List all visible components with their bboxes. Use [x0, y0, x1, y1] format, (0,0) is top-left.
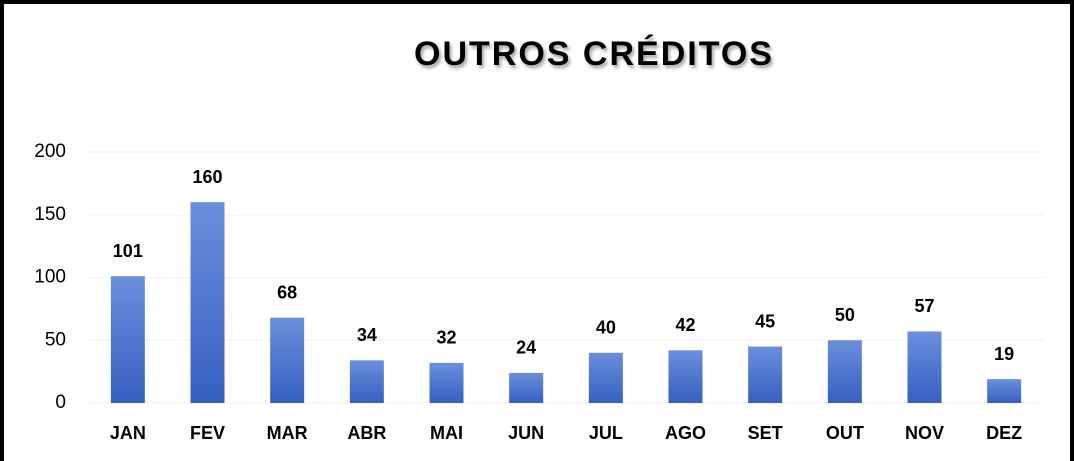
- x-tick-label: FEV: [190, 423, 225, 443]
- data-label: 32: [436, 328, 456, 348]
- x-tick-label: JUL: [589, 423, 623, 443]
- chart-title: OUTROS CRÉDITOS: [414, 35, 774, 73]
- y-tick-label: 100: [34, 267, 66, 288]
- bar: [588, 352, 623, 403]
- data-label: 19: [994, 344, 1014, 364]
- bar: [509, 372, 544, 403]
- data-label: 40: [596, 318, 616, 338]
- bar: [349, 360, 384, 403]
- x-tick-label: DEZ: [986, 423, 1022, 443]
- x-tick-label: JAN: [110, 423, 146, 443]
- data-label: 34: [357, 325, 377, 345]
- y-tick-label: 200: [34, 141, 66, 162]
- bar: [190, 202, 225, 403]
- x-tick-label: SET: [748, 423, 783, 443]
- data-label: 160: [192, 167, 222, 187]
- x-tick-label: MAI: [430, 423, 463, 443]
- data-label: 50: [835, 305, 855, 325]
- bar: [748, 346, 783, 403]
- y-tick-label: 0: [55, 392, 66, 413]
- x-tick-label: ABR: [347, 423, 386, 443]
- data-label: 45: [755, 311, 775, 331]
- x-tick-label: AGO: [665, 423, 706, 443]
- y-tick-label: 50: [45, 329, 66, 350]
- bar: [987, 379, 1022, 403]
- data-label: 42: [675, 315, 695, 335]
- bar: [907, 331, 942, 403]
- bar: [429, 362, 464, 403]
- data-label: 68: [277, 282, 297, 302]
- bar: [110, 276, 145, 403]
- data-label: 57: [914, 296, 934, 316]
- x-tick-label: OUT: [826, 423, 864, 443]
- x-tick-label: NOV: [905, 423, 944, 443]
- bar: [270, 317, 305, 403]
- bar: [827, 340, 862, 403]
- data-label: 101: [113, 241, 143, 261]
- bar: [668, 350, 703, 403]
- y-tick-label: 150: [34, 204, 66, 225]
- x-tick-label: JUN: [508, 423, 544, 443]
- x-tick-label: MAR: [267, 423, 308, 443]
- data-label: 24: [516, 338, 536, 358]
